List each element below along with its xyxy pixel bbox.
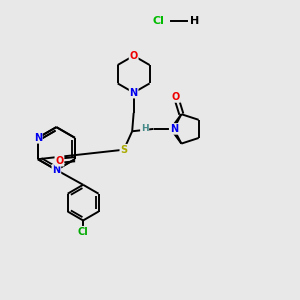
Text: H: H [141, 124, 148, 134]
Text: S: S [120, 145, 128, 155]
Text: Cl: Cl [153, 16, 165, 26]
Text: N: N [34, 133, 42, 143]
Text: O: O [130, 51, 138, 61]
Text: N: N [170, 124, 178, 134]
Text: N: N [130, 88, 138, 98]
Text: O: O [172, 92, 180, 102]
Text: O: O [55, 156, 64, 166]
Text: H: H [190, 16, 199, 26]
Text: Cl: Cl [78, 227, 88, 237]
Text: N: N [52, 165, 60, 175]
